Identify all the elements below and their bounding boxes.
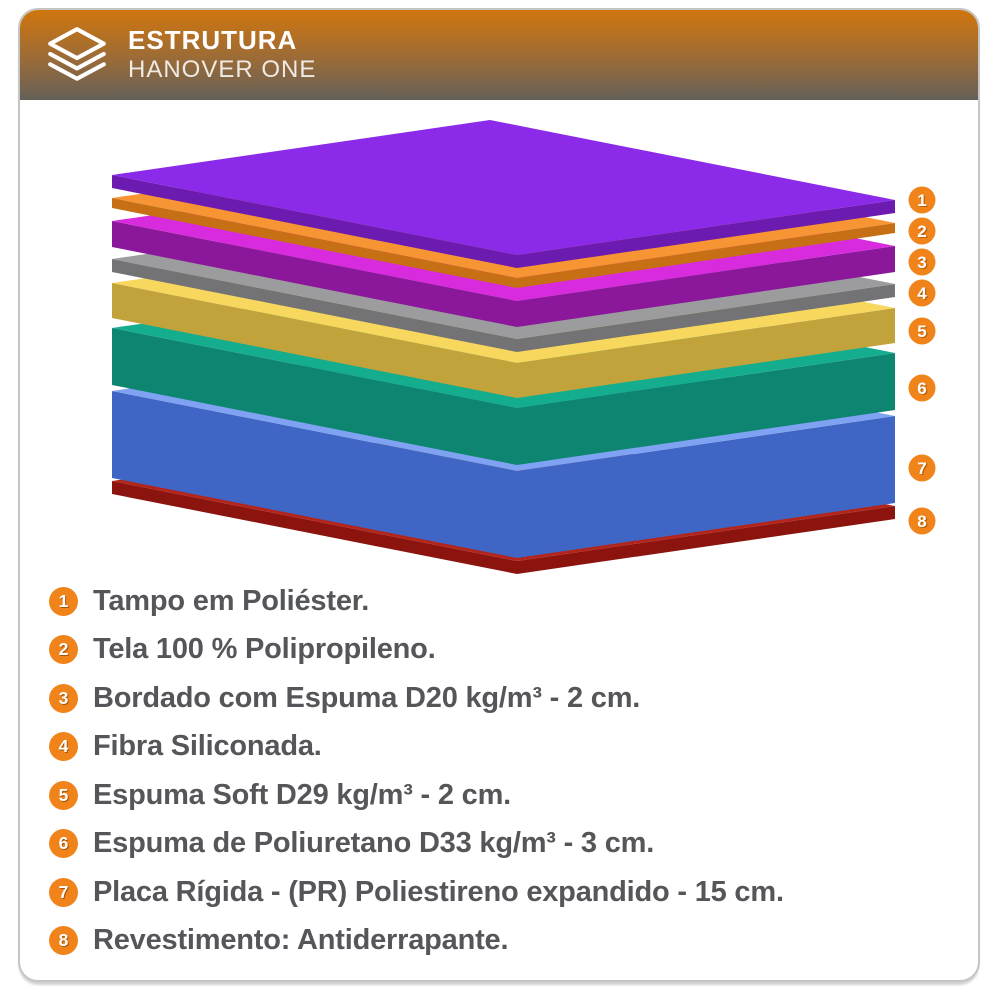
list-item: 3 Bordado com Espuma D20 kg/m³ - 2 cm.: [49, 674, 784, 723]
item-number-badge: 1: [49, 586, 78, 616]
list-item: 5 Espuma Soft D29 kg/m³ - 2 cm.: [49, 771, 784, 820]
header-titles: ESTRUTURA HANOVER ONE: [128, 26, 316, 83]
item-number-badge: 5: [49, 780, 78, 810]
list-item: 1 Tampo em Poliéster.: [49, 577, 784, 626]
item-label: Fibra Siliconada.: [93, 730, 322, 763]
item-label: Bordado com Espuma D20 kg/m³ - 2 cm.: [93, 681, 641, 714]
list-item: 7 Placa Rígida - (PR) Poliestireno expand…: [49, 868, 784, 917]
item-number-badge: 3: [49, 683, 78, 713]
header-subtitle: HANOVER ONE: [128, 56, 317, 83]
item-label: Tampo em Poliéster.: [93, 584, 370, 617]
list-item: 4 Fibra Siliconada.: [49, 723, 784, 772]
item-number-badge: 6: [49, 829, 78, 859]
item-label: Espuma Soft D29 kg/m³ - 2 cm.: [93, 778, 512, 811]
item-number-badge: 4: [49, 732, 78, 762]
item-number-badge: 8: [49, 926, 78, 956]
item-label: Espuma de Poliuretano D33 kg/m³ - 3 cm.: [93, 827, 655, 860]
layers-icon: [48, 27, 106, 81]
list-item: 8 Revestimento: Antiderrapante.: [49, 917, 784, 966]
item-label: Revestimento: Antiderrapante.: [93, 924, 509, 957]
list-item: 2 Tela 100 % Polipropileno.: [49, 626, 784, 675]
item-label: Tela 100 % Polipropileno.: [93, 633, 436, 666]
legend-list: 1 Tampo em Poliéster. 2 Tela 100 % Poliprop…: [49, 577, 784, 965]
item-number-badge: 2: [49, 635, 78, 665]
item-label: Placa Rígida - (PR) Poliestireno expandi…: [93, 875, 784, 908]
list-item: 6 Espuma de Poliuretano D33 kg/m³ - 3 cm.: [49, 820, 784, 869]
header-banner: ESTRUTURA HANOVER ONE: [20, 10, 978, 100]
header-title: ESTRUTURA: [128, 25, 298, 56]
item-number-badge: 7: [49, 877, 78, 907]
